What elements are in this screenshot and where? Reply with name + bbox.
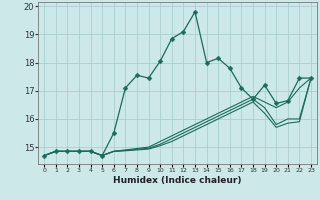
X-axis label: Humidex (Indice chaleur): Humidex (Indice chaleur) bbox=[113, 176, 242, 185]
